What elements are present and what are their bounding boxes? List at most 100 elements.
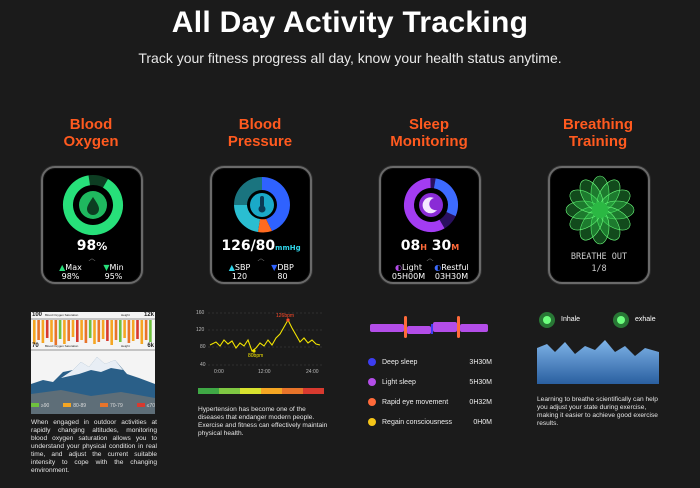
title-line: Training <box>568 133 628 150</box>
title-line: Monitoring <box>390 133 468 150</box>
chart-caption: Blood Oxygen Saturation <box>45 344 79 348</box>
oxygen-bar <box>45 320 49 338</box>
oxygen-bar <box>119 320 122 342</box>
up-arrow-icon: ▲ <box>228 263 235 272</box>
oxygen-bar <box>76 320 79 342</box>
legend-label: ≥90 <box>41 403 50 409</box>
legend-item: ≤70 <box>136 403 155 409</box>
oxygen-bar <box>67 320 70 341</box>
hours-value: 08 <box>400 238 421 254</box>
oxygen-bar <box>84 320 88 343</box>
axis-label: 100 <box>32 312 43 318</box>
legend-swatch <box>136 403 145 407</box>
pressure-stats: ▲SBP 120 ▼DBP 80 <box>218 263 304 281</box>
y-tick: 160 <box>196 310 205 316</box>
scale-segment <box>240 388 261 394</box>
column-title: Blood Oxygen <box>16 116 166 156</box>
dbp-stat: ▼DBP 80 <box>261 263 304 281</box>
stat-label: Light <box>402 263 422 272</box>
oxygen-bar <box>149 320 152 342</box>
blood-pressure-column: Blood Pressure 126/80mmHg ︿ ▲SBP 120 ▼DB… <box>185 116 335 284</box>
min-stat: ▼Min 95% <box>92 263 135 281</box>
y-tick: 40 <box>200 362 206 368</box>
pressure-ring <box>234 177 290 233</box>
exhale-label: exhale <box>635 316 656 323</box>
oxygen-bar <box>123 320 126 338</box>
oxygen-bar <box>58 320 62 339</box>
inhale-label: Inhale <box>561 316 581 323</box>
blood-oxygen-column: Blood Oxygen 98% ︿ ▲Max 98% ▼Min 95% <box>16 116 166 284</box>
legend-dot <box>368 418 376 426</box>
axis-label: 6k <box>147 343 154 349</box>
legend-item: ≥90 <box>31 403 49 409</box>
breathing-description: Learning to breathe scientifically can h… <box>537 396 658 427</box>
minutes-value: 30 <box>431 238 452 254</box>
down-arrow-icon: ▼ <box>271 263 278 272</box>
stat-label: SBP <box>234 263 251 272</box>
legend-deep-sleep: Deep sleep 3H30M <box>368 352 492 372</box>
axis-label: 12k <box>143 312 154 318</box>
sleep-column: Sleep Monitoring 08H 30M ︿ ◐Light 05H00M… <box>354 116 504 284</box>
breath-wave <box>537 340 659 384</box>
watch-screen: BREATHE OUT 1/8 <box>548 166 650 284</box>
light-stat: ◐Light 05H00M <box>387 263 430 281</box>
caret-icon: ︿ <box>88 255 96 262</box>
chart-caption: Blood Oxygen Saturation <box>45 313 79 317</box>
thermometer-icon <box>258 196 266 213</box>
value-unit: % <box>96 240 108 253</box>
flower-icon <box>565 175 635 245</box>
caret-icon: ︿ <box>257 255 265 262</box>
legend-light-sleep: Light sleep 5H30M <box>368 372 492 392</box>
x-tick: 24:00 <box>306 369 319 375</box>
legend-swatch <box>99 403 108 407</box>
caret-icon: ︿ <box>426 255 434 262</box>
column-title: Sleep Monitoring <box>354 116 504 156</box>
legend-label: 80-89 <box>73 403 87 409</box>
oxygen-bars <box>31 318 155 414</box>
breathing-column: Breathing Training BREATHE OUT 1/8 <box>523 116 673 284</box>
oxygen-bar <box>131 320 135 341</box>
legend-label: Light sleep <box>382 378 416 386</box>
title-line: Blood <box>238 116 282 133</box>
stat-label: Min <box>109 263 124 272</box>
oxygen-bar <box>54 320 58 345</box>
scale-segment <box>261 388 282 394</box>
down-arrow-icon: ▼ <box>103 263 110 272</box>
title-line: Sleep <box>408 116 450 133</box>
legend-swatch <box>63 403 72 407</box>
legend-dot <box>368 358 376 366</box>
stat-label: Restful <box>441 263 469 272</box>
legend-dot <box>368 378 376 386</box>
legend-label: Deep sleep <box>382 358 418 366</box>
oxygen-bar <box>136 320 139 339</box>
minutes-unit: M <box>451 243 460 252</box>
legend-item: 80-89 <box>63 403 86 409</box>
legend-awake: Regain consciousness 0H0M <box>368 412 492 432</box>
stat-value: 95% <box>104 272 123 281</box>
watch-screen: 08H 30M ︿ ◐Light 05H00M ◐Restful 03H30M <box>379 166 481 284</box>
oxygen-ring <box>63 175 123 235</box>
oxygen-bar <box>41 320 45 343</box>
pressure-chart: 160 120 80 40 126bpm 80bpm 0:00 12:00 24… <box>196 310 326 382</box>
page-subtitle: Track your fitness progress all day, kno… <box>138 50 562 66</box>
legend-dot <box>368 398 376 406</box>
sleep-duration: 08H 30M <box>381 238 479 254</box>
legend-item: 70-79 <box>99 403 123 409</box>
oxygen-bar <box>97 320 101 342</box>
oxygen-stats: ▲Max 98% ▼Min 95% <box>49 263 135 281</box>
inhale-flower-icon <box>539 312 555 328</box>
sleep-stats: ◐Light 05H00M ◐Restful 03H30M <box>387 263 473 281</box>
pressure-line <box>208 312 322 366</box>
sleep-legend: Deep sleep 3H30M Light sleep 5H30M Rapid… <box>368 352 492 432</box>
oxygen-bar <box>88 320 92 338</box>
pressure-value: 126/80mmHg <box>212 238 310 254</box>
stat-value: 80 <box>277 272 288 281</box>
stat-value: 120 <box>231 272 248 281</box>
oxygen-bar <box>127 320 131 343</box>
stat-value: 98% <box>61 272 80 281</box>
stat-value: 05H00M <box>391 272 426 281</box>
value-unit: mmHg <box>275 244 301 252</box>
legend-swatch <box>31 403 39 407</box>
oxygen-chart-panel: 100 Blood Oxygen Saturation Height 12k 7… <box>31 312 155 414</box>
title-line: Oxygen <box>63 133 119 150</box>
